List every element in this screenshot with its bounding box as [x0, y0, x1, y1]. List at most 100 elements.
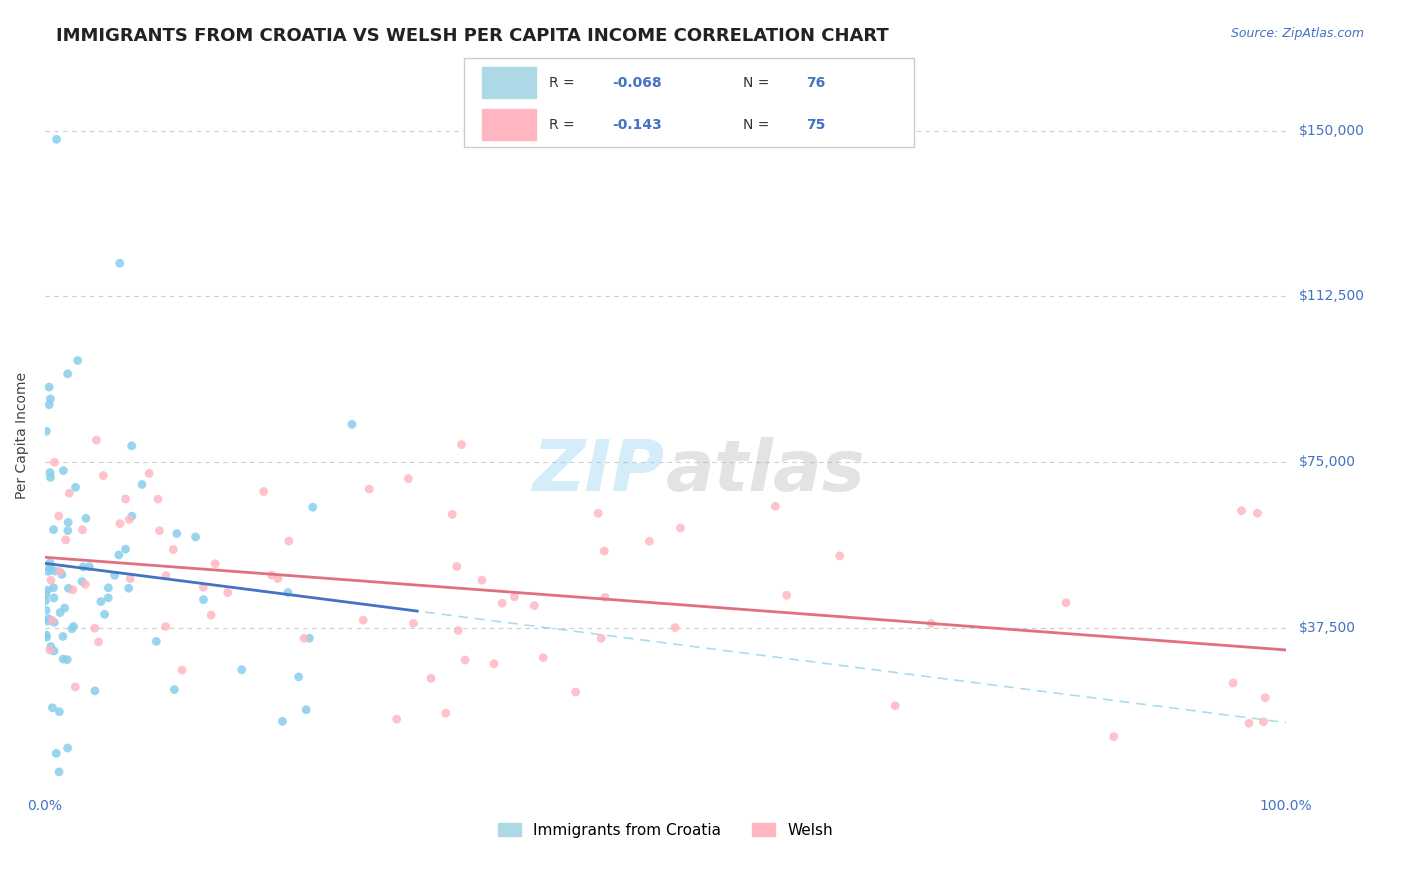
- Point: [53, 601, 76, 615]
- Point: [145, 634, 167, 648]
- Point: [884, 698, 907, 713]
- Point: [204, 557, 226, 571]
- Point: [292, 632, 315, 646]
- Text: atlas: atlas: [665, 437, 865, 506]
- Point: [52, 630, 75, 644]
- Point: [591, 632, 613, 646]
- Point: [38, 380, 60, 394]
- Point: [56, 367, 79, 381]
- Point: [86, 433, 108, 447]
- Point: [56, 652, 79, 666]
- Point: [131, 477, 153, 491]
- Point: [1222, 676, 1244, 690]
- Point: [35, 628, 58, 642]
- Point: [35, 630, 58, 644]
- Point: [503, 590, 526, 604]
- Point: [72, 560, 94, 574]
- Point: [79, 559, 101, 574]
- Point: [56, 741, 79, 756]
- Point: [120, 572, 142, 586]
- Point: [200, 608, 222, 623]
- FancyBboxPatch shape: [464, 58, 914, 147]
- Point: [564, 685, 586, 699]
- Point: [108, 256, 131, 270]
- Point: [44, 615, 66, 630]
- Point: [38, 643, 60, 657]
- Point: [38, 398, 60, 412]
- Point: [434, 706, 457, 721]
- Point: [97, 581, 120, 595]
- Point: [117, 581, 139, 595]
- Point: [420, 671, 443, 685]
- Text: -0.143: -0.143: [613, 118, 662, 132]
- Point: [58, 582, 80, 596]
- Point: [146, 491, 169, 506]
- Point: [170, 663, 193, 677]
- Point: [828, 549, 851, 563]
- Point: [471, 573, 494, 587]
- Point: [37, 614, 59, 628]
- Point: [586, 506, 609, 520]
- Text: N =: N =: [742, 118, 773, 132]
- Point: [301, 500, 323, 515]
- Point: [260, 568, 283, 582]
- Point: [295, 703, 318, 717]
- Point: [55, 533, 77, 547]
- Point: [75, 577, 97, 591]
- Point: [97, 591, 120, 605]
- Point: [193, 580, 215, 594]
- Point: [118, 512, 141, 526]
- Point: [56, 516, 79, 530]
- Point: [450, 437, 472, 451]
- Text: Source: ZipAtlas.com: Source: ZipAtlas.com: [1230, 27, 1364, 40]
- Point: [72, 523, 94, 537]
- Point: [763, 500, 786, 514]
- Point: [1054, 596, 1077, 610]
- Point: [62, 619, 84, 633]
- Point: [58, 486, 80, 500]
- Point: [75, 511, 97, 525]
- Text: 76: 76: [806, 76, 825, 90]
- Point: [83, 621, 105, 635]
- Point: [1246, 506, 1268, 520]
- Point: [638, 534, 661, 549]
- Point: [48, 764, 70, 779]
- Point: [217, 585, 239, 599]
- Point: [446, 559, 468, 574]
- Point: [166, 526, 188, 541]
- Point: [1237, 716, 1260, 731]
- Point: [108, 516, 131, 531]
- Point: [34, 593, 56, 607]
- Point: [90, 594, 112, 608]
- Point: [193, 592, 215, 607]
- Text: N =: N =: [742, 76, 773, 90]
- Point: [253, 484, 276, 499]
- Point: [114, 491, 136, 506]
- Point: [39, 640, 62, 654]
- Text: $112,500: $112,500: [1298, 289, 1364, 303]
- Point: [231, 663, 253, 677]
- Point: [447, 624, 470, 638]
- Text: $75,000: $75,000: [1298, 455, 1355, 469]
- Text: IMMIGRANTS FROM CROATIA VS WELSH PER CAPITA INCOME CORRELATION CHART: IMMIGRANTS FROM CROATIA VS WELSH PER CAP…: [56, 27, 889, 45]
- FancyBboxPatch shape: [482, 67, 536, 98]
- Point: [44, 455, 66, 469]
- Point: [38, 562, 60, 576]
- Point: [48, 508, 70, 523]
- Point: [271, 714, 294, 729]
- Point: [42, 523, 65, 537]
- Point: [39, 573, 62, 587]
- Point: [138, 467, 160, 481]
- Point: [454, 653, 477, 667]
- Point: [1102, 730, 1125, 744]
- Point: [396, 472, 419, 486]
- Point: [41, 700, 63, 714]
- Point: [184, 530, 207, 544]
- Point: [56, 524, 79, 538]
- Point: [38, 612, 60, 626]
- Point: [491, 596, 513, 610]
- Point: [42, 591, 65, 605]
- Point: [1253, 714, 1275, 729]
- Point: [298, 632, 321, 646]
- Point: [49, 565, 72, 579]
